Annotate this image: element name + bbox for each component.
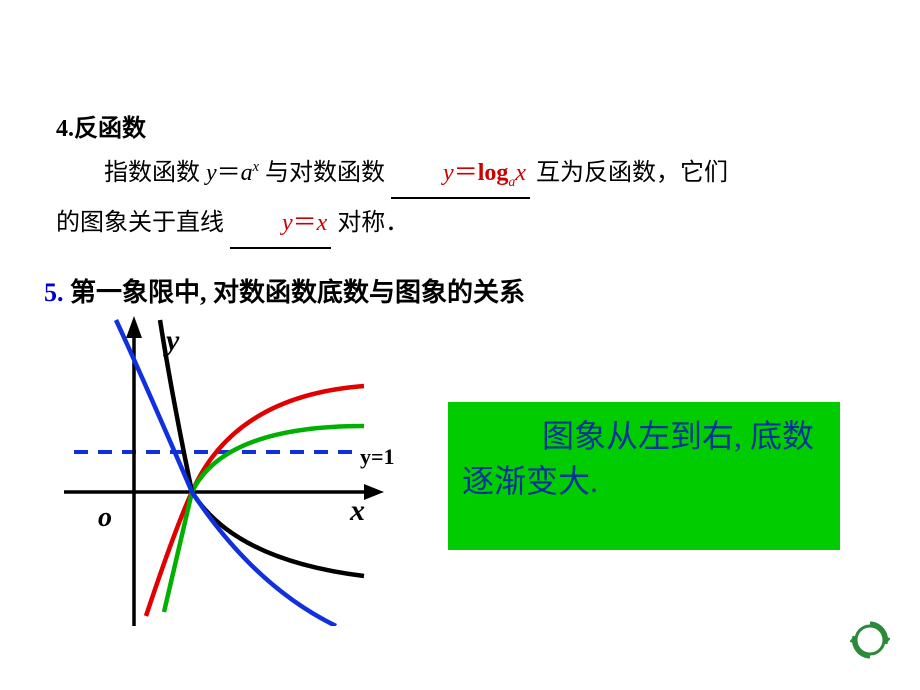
green-text: 图象从左到右, 底数逐渐变大. xyxy=(462,414,830,504)
label-x: x xyxy=(350,494,365,528)
var-x-sup: x xyxy=(253,159,259,175)
slide-logo-icon xyxy=(850,620,890,660)
blank-1: y＝logax xyxy=(391,149,530,199)
blank1-y: y xyxy=(443,160,454,186)
text-part5: 对称． xyxy=(337,210,409,236)
text-part4: 的图象关于直线 xyxy=(56,210,224,236)
blank1-eq: ＝ xyxy=(454,160,478,186)
section5-title: 第一象限中, 对数函数底数与图象的关系 xyxy=(70,278,525,307)
text-part2: 与对数函数 xyxy=(265,160,385,186)
x-arrow xyxy=(364,484,384,500)
text-part1: 指数函数 xyxy=(104,160,200,186)
section-4: 4.反函数 指数函数 y＝ax 与对数函数 y＝logax 互为反函数，它们 的… xyxy=(56,108,876,249)
log-graph xyxy=(64,316,384,631)
blank-2: y＝x xyxy=(230,199,331,249)
var-y: y xyxy=(206,160,217,186)
blank1-log: log xyxy=(478,160,509,186)
eq1: ＝ xyxy=(217,160,241,186)
text-part3: 互为反函数，它们 xyxy=(536,160,728,186)
label-y: y xyxy=(166,324,179,358)
graph-svg xyxy=(64,316,384,626)
section4-heading: 4.反函数 xyxy=(56,108,876,143)
green-callout: 图象从左到右, 底数逐渐变大. xyxy=(448,402,840,550)
label-o: o xyxy=(98,502,112,534)
y-arrow xyxy=(126,316,142,338)
curve-black xyxy=(160,320,364,576)
section4-number: 4. xyxy=(56,116,74,142)
section4-body: 指数函数 y＝ax 与对数函数 y＝logax 互为反函数，它们 的图象关于直线… xyxy=(56,149,876,249)
label-y1: y=1 xyxy=(360,444,395,470)
curve-blue xyxy=(116,320,336,626)
blank1-x: x xyxy=(515,160,526,186)
section5-number: 5. xyxy=(44,278,70,307)
blank2-y: y xyxy=(282,210,293,236)
var-a: a xyxy=(241,160,253,186)
blank2-x: x xyxy=(317,210,328,236)
section4-title-text: 反函数 xyxy=(74,116,146,142)
section-5: 5. 第一象限中, 对数函数底数与图象的关系 xyxy=(44,272,525,309)
blank2-eq: ＝ xyxy=(293,210,317,236)
